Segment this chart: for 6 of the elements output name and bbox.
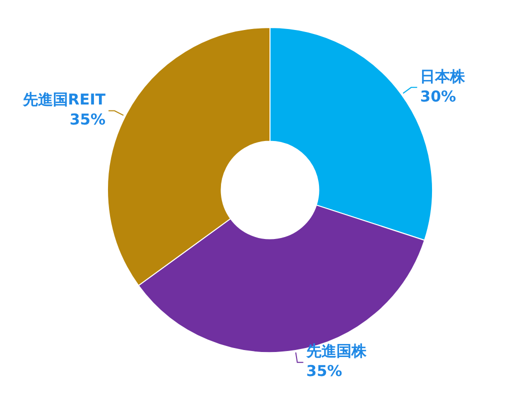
slice-label: 日本株 [420, 67, 466, 86]
data-label: 35% [306, 362, 342, 380]
slice-label: 先進国株 [305, 342, 368, 360]
data-label: 30% [420, 87, 456, 106]
slice-label: 先進国REIT [22, 90, 106, 109]
data-label: 35% [70, 110, 106, 129]
